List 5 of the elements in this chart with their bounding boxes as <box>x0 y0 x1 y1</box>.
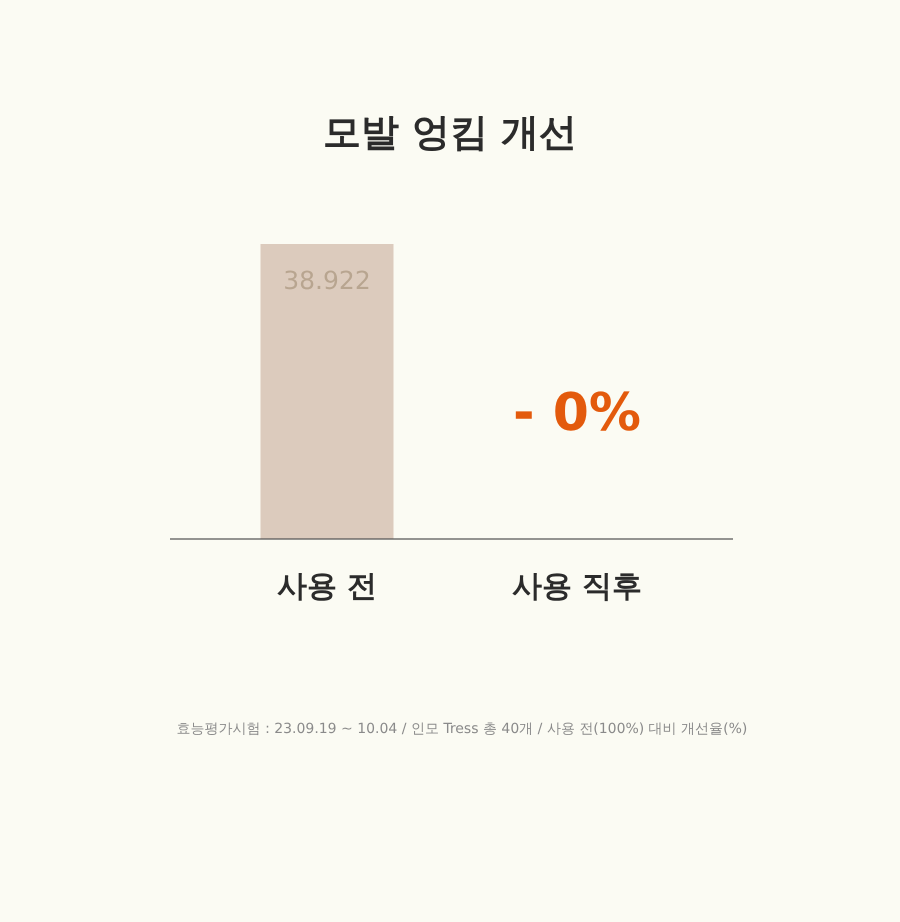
x-tick-label: 사용 직후 <box>512 569 642 604</box>
chart-title: 모발 엉킴 개선 <box>322 110 578 154</box>
data-label: - 0% <box>513 382 641 443</box>
text: 효능평가시험 : 23.09.19 ~ 10.04 / 인모 Tress 총 40개 / 사용 전(100%) 대비 개선율(%) <box>176 721 748 737</box>
x-tick-label: 사용 전 <box>276 569 378 604</box>
